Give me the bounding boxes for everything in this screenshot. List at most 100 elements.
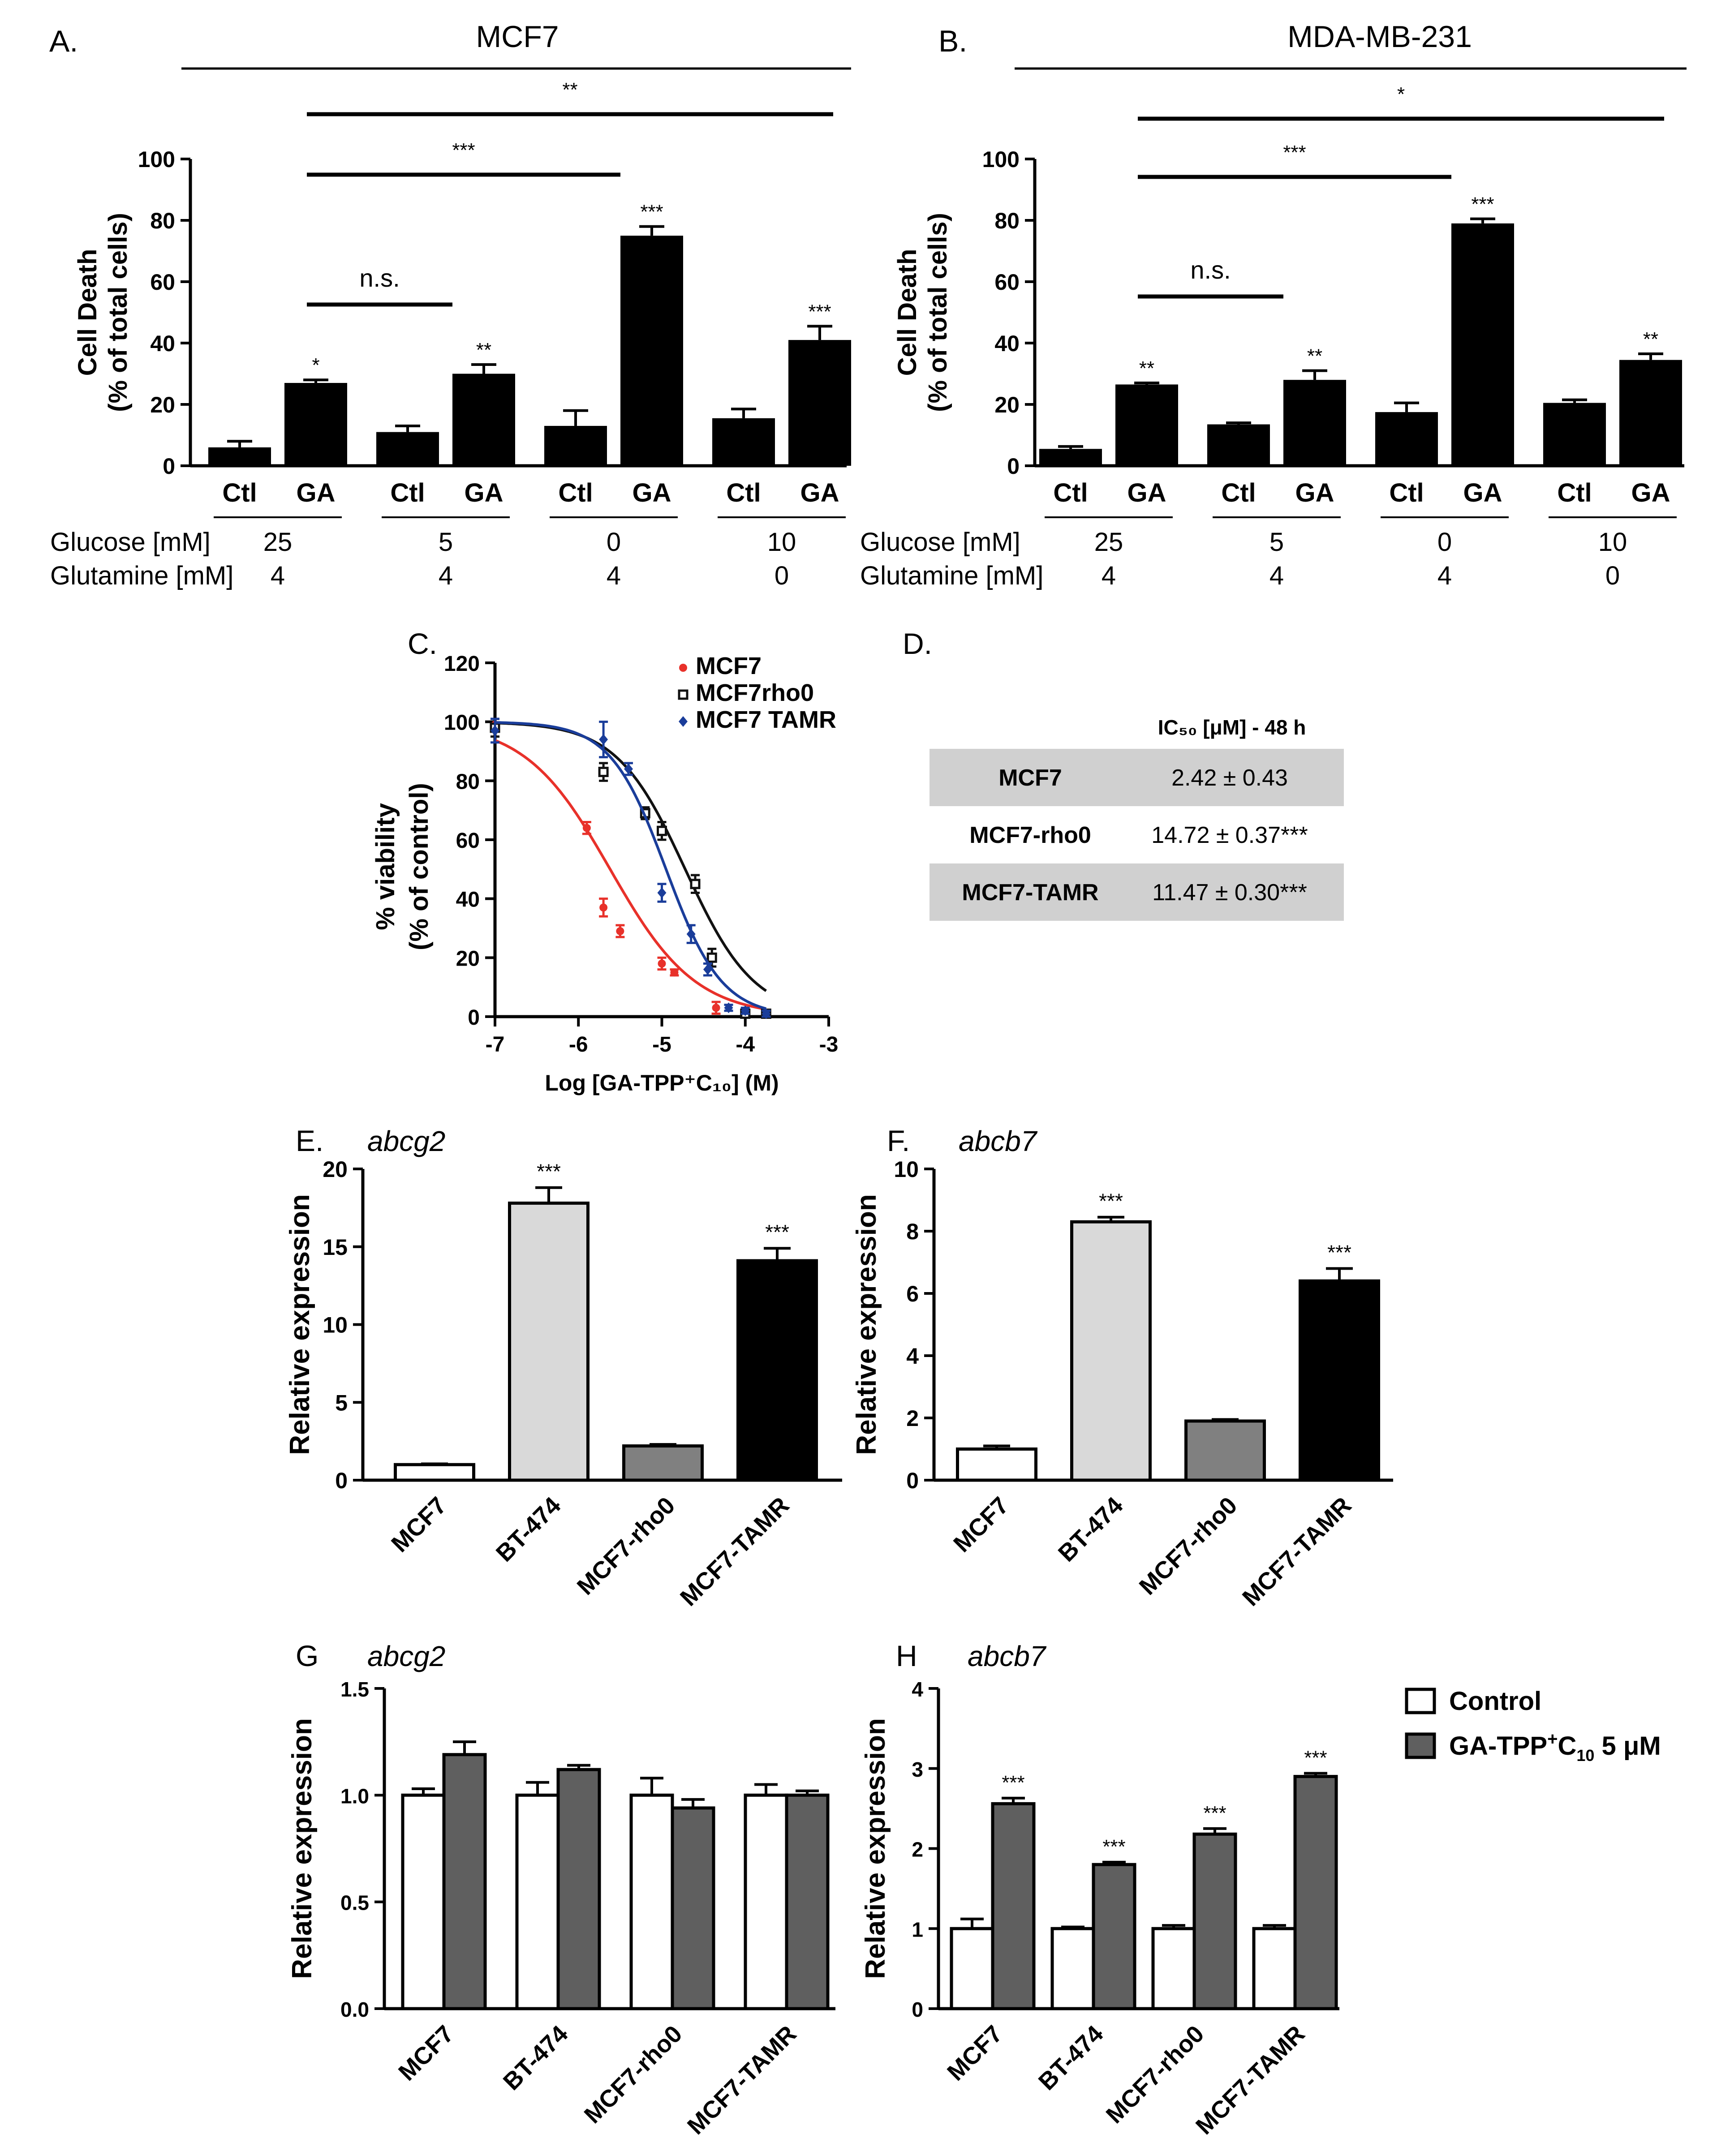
legend-label-part: C	[1558, 1731, 1576, 1761]
table-header: IC₅₀ [μM] - 48 h	[1158, 716, 1306, 739]
y-tick-label: 1.0	[340, 1784, 369, 1808]
bar-ga	[1619, 360, 1682, 466]
y-tick-label: 100	[444, 711, 480, 735]
data-point	[657, 825, 667, 836]
y-tick-label: 80	[456, 770, 480, 794]
bar-ga	[1451, 223, 1514, 466]
data-point	[657, 887, 667, 898]
data-point	[658, 959, 666, 968]
bar-treated	[442, 1753, 487, 2010]
legend-label: MCF7rho0	[696, 679, 814, 706]
condition-label: Ctl	[726, 478, 761, 507]
category-label: MCF7	[948, 1492, 1014, 1557]
row-label-glucose: Glucose [mM]	[50, 528, 211, 557]
glutamine-value: 4	[607, 561, 621, 590]
glucose-value: 5	[1269, 528, 1284, 557]
table-cell-value: 11.47 ± 0.30***	[1152, 880, 1307, 906]
legend-marker	[679, 716, 688, 727]
significance-stars: ***	[1304, 1747, 1327, 1769]
y-tick-label: 5	[335, 1390, 348, 1415]
data-point	[740, 1005, 750, 1016]
bar-ctl	[544, 425, 607, 466]
comparison-label: **	[562, 79, 577, 101]
category-label: MCF7	[942, 2020, 1007, 2086]
condition-label: Ctl	[1053, 478, 1088, 507]
x-tick-label: -5	[652, 1033, 671, 1057]
significance-stars: ***	[1471, 193, 1494, 215]
row-label-glucose: Glucose [mM]	[860, 528, 1020, 557]
table-cell-name: MCF7	[998, 765, 1062, 791]
condition-label: Ctl	[1389, 478, 1424, 507]
fit-curve-mcf7-tamr	[495, 721, 767, 1010]
legend-marker	[678, 689, 689, 700]
table-row-shade	[930, 749, 1344, 806]
gene-name: abcg2	[367, 1125, 445, 1157]
panel-letter: B.	[938, 24, 967, 58]
glucose-value: 25	[263, 528, 293, 557]
y-tick-label: 80	[150, 208, 175, 233]
significance-stars: ***	[537, 1160, 561, 1183]
glutamine-value: 4	[271, 561, 285, 590]
bar-mcf7-rho0	[1184, 1419, 1266, 1482]
y-tick-label: 0.0	[340, 1998, 369, 2021]
significance-stars: ***	[1099, 1190, 1123, 1213]
y-tick-label: 80	[994, 208, 1020, 233]
comparison-label: n.s.	[359, 264, 400, 292]
glutamine-value: 0	[1605, 561, 1620, 590]
y-tick-label: 4	[906, 1344, 919, 1369]
gene-name: abcb7	[959, 1125, 1038, 1157]
comparison-label: n.s.	[1190, 256, 1231, 284]
bar-treated	[1192, 1832, 1237, 2010]
significance-stars: **	[476, 339, 491, 361]
glutamine-value: 0	[775, 561, 789, 590]
y-tick-label: 1	[912, 1918, 923, 1941]
data-point	[599, 734, 608, 745]
comparison-label: ***	[1283, 142, 1306, 163]
category-label: MCF7-TAMR	[682, 2020, 802, 2140]
y-tick-label: 40	[150, 331, 175, 356]
bar-treated	[1293, 1775, 1338, 2010]
data-point	[686, 928, 696, 940]
data-point	[670, 968, 679, 977]
category-label: MCF7	[393, 2020, 459, 2086]
table-row-shade	[930, 863, 1344, 921]
glucose-value: 0	[607, 528, 621, 557]
condition-label: Ctl	[222, 478, 257, 507]
data-point	[599, 903, 608, 912]
y-axis-label: Relative expression	[287, 1718, 318, 1979]
y-tick-label: 8	[906, 1219, 919, 1244]
condition-label: Ctl	[558, 478, 593, 507]
condition-label: GA	[1631, 478, 1670, 507]
bar-ctl	[1543, 403, 1606, 466]
bar-mcf7	[394, 1463, 475, 1482]
bar-ga	[284, 383, 347, 466]
panel-letter: E.	[296, 1124, 323, 1157]
y-axis-label: % viability	[371, 803, 400, 930]
gene-name: abcg2	[367, 1640, 445, 1672]
x-tick-label: -6	[569, 1033, 588, 1057]
category-label: MCF7-rho0	[1134, 1492, 1243, 1600]
bar-ctl	[1039, 449, 1102, 466]
glucose-value: 5	[439, 528, 453, 557]
bar-control	[515, 1793, 560, 2010]
y-tick-label: 10	[323, 1313, 348, 1338]
legend-label-part: GA-TPP	[1449, 1731, 1547, 1761]
table-cell-name: MCF7-rho0	[969, 822, 1091, 848]
significance-stars: ***	[1327, 1241, 1351, 1264]
bar-mcf7-tamr	[736, 1259, 818, 1482]
y-tick-label: 1.5	[340, 1678, 369, 1701]
significance-stars: **	[1643, 328, 1658, 350]
category-label: MCF7-TAMR	[1191, 2020, 1310, 2140]
glutamine-value: 4	[439, 561, 453, 590]
y-tick-label: 0	[468, 1006, 480, 1030]
bar-treated	[991, 1802, 1036, 2010]
data-point	[582, 824, 591, 832]
category-label: MCF7-TAMR	[1237, 1492, 1357, 1611]
x-tick-label: -3	[819, 1033, 839, 1057]
table-cell-name: MCF7-TAMR	[962, 880, 1098, 906]
gene-name: abcb7	[968, 1640, 1047, 1672]
bar-ga	[1283, 380, 1346, 466]
y-tick-label: 40	[456, 888, 480, 912]
category-label: MCF7-rho0	[1101, 2020, 1209, 2129]
y-tick-label: 2	[912, 1838, 923, 1861]
